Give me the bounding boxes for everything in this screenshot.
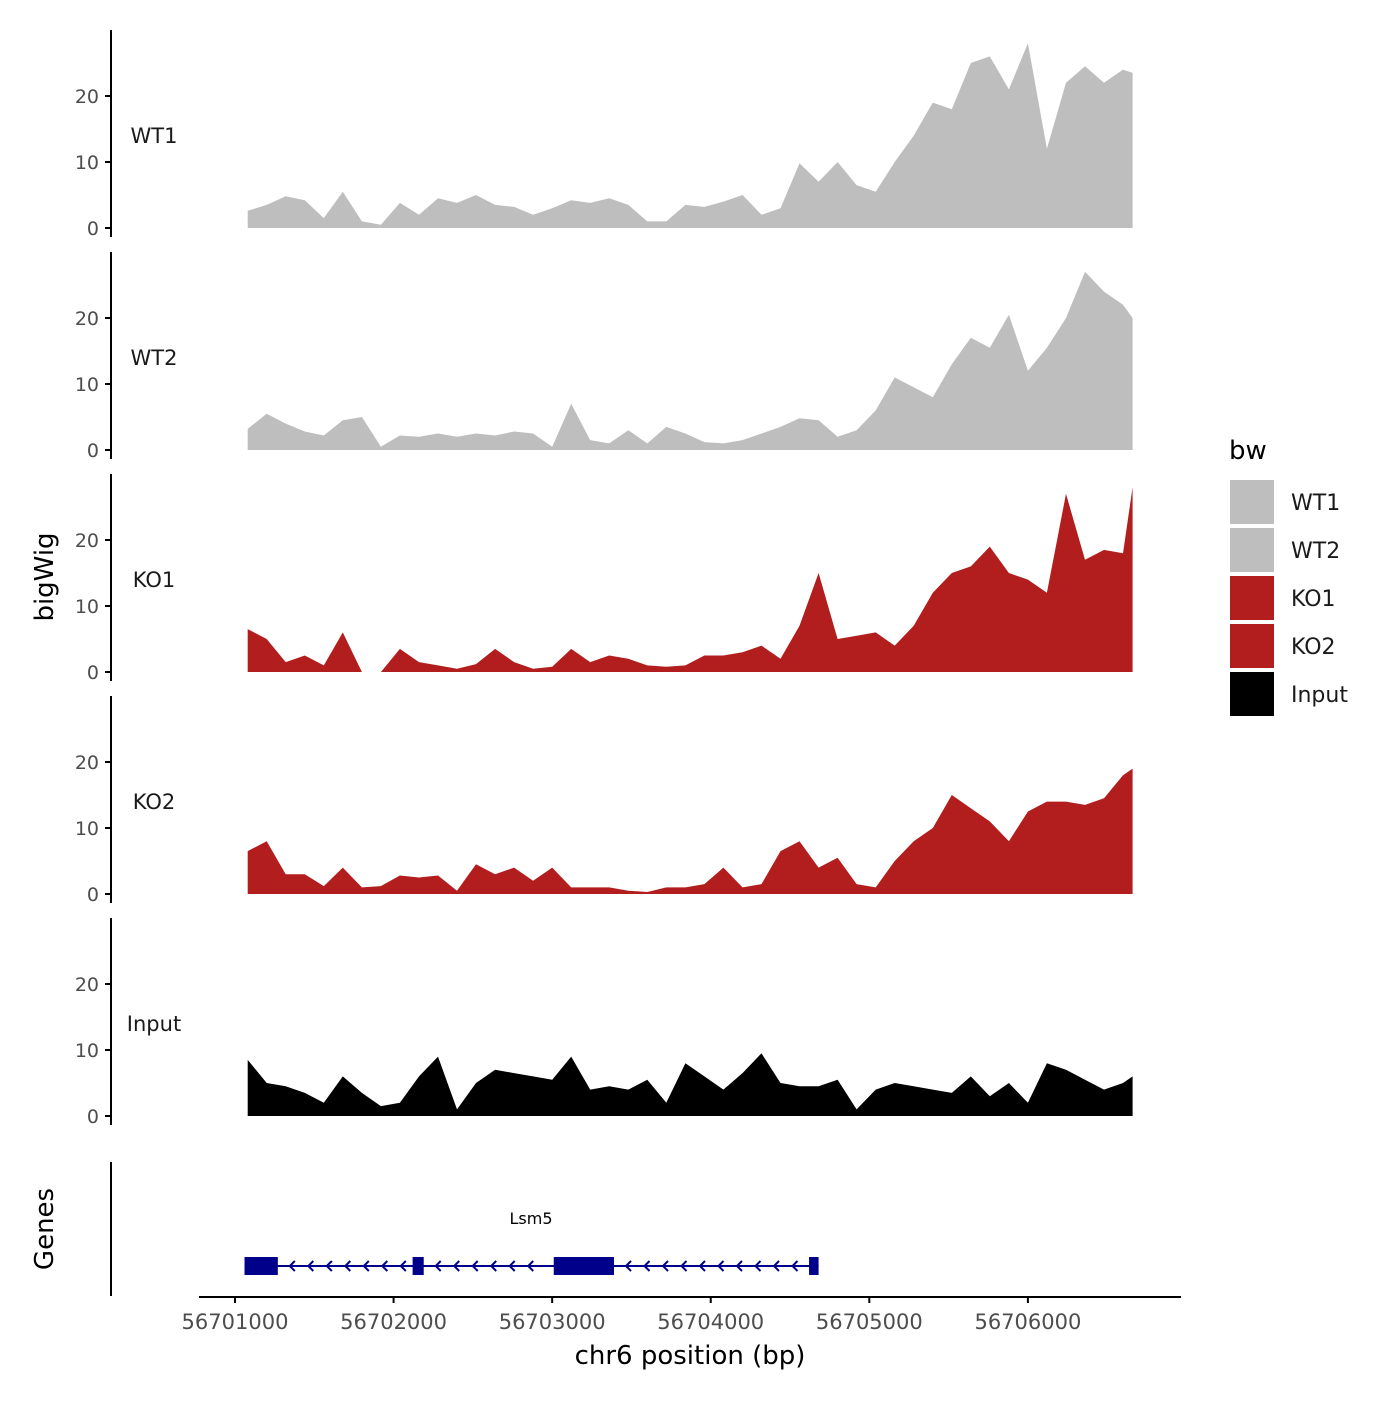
panel-input: 0 10 20 Input <box>75 918 1133 1128</box>
strand-arrow <box>471 1260 479 1272</box>
panel-label: Input <box>127 1012 181 1036</box>
strand-arrow <box>624 1260 632 1272</box>
panel-label: KO1 <box>133 568 176 592</box>
legend-items: WT1 WT2 KO1 KO2 Input <box>1230 480 1348 716</box>
strand-arrow <box>362 1260 370 1272</box>
strand-arrow <box>288 1260 296 1272</box>
bigwig-panels: 0 10 20 WT1 0 10 20 WT2 0 10 20 KO1 0 10 20 KO2 0 10 20 Inp… <box>75 30 1133 1128</box>
strand-arrow <box>772 1260 780 1272</box>
panel-ko2: 0 10 20 KO2 <box>75 696 1133 906</box>
legend-swatch-ko2 <box>1230 624 1274 668</box>
legend-label-input: Input <box>1291 683 1348 708</box>
legend-label-ko2: KO2 <box>1291 635 1336 660</box>
gene-track: Lsm5 <box>110 1162 819 1296</box>
x-tick-label: 56706000 <box>974 1310 1081 1334</box>
y-tick-label: 20 <box>75 308 99 330</box>
panel-label: WT2 <box>131 346 178 370</box>
panel-label: KO2 <box>133 790 176 814</box>
area-wt2 <box>247 271 1133 450</box>
strand-arrow <box>434 1260 442 1272</box>
y-tick-label: 20 <box>75 86 99 108</box>
strand-arrow <box>735 1260 743 1272</box>
legend-swatch-input <box>1230 672 1274 716</box>
legend-label-ko1: KO1 <box>1291 587 1336 612</box>
strand-arrow <box>399 1260 407 1272</box>
area-ko2 <box>247 768 1133 894</box>
y-tick-label: 10 <box>75 152 99 174</box>
x-tick-label: 56701000 <box>182 1310 289 1334</box>
strand-arrow <box>489 1260 497 1272</box>
legend-swatch-wt1 <box>1230 480 1274 524</box>
y-tick-label: 10 <box>75 818 99 840</box>
strand-arrow <box>380 1260 389 1272</box>
legend-label-wt2: WT2 <box>1291 539 1340 564</box>
y-tick-label: 20 <box>75 974 99 996</box>
strand-arrow <box>343 1260 352 1272</box>
x-ticks: 56701000 56702000 56703000 56704000 56705000… <box>182 1297 1081 1334</box>
strand-arrow <box>325 1260 333 1272</box>
gene-model <box>244 1257 819 1275</box>
strand-arrow <box>661 1260 669 1272</box>
gene-exon <box>553 1257 615 1275</box>
x-tick-label: 56703000 <box>499 1310 606 1334</box>
strand-arrow <box>698 1260 706 1272</box>
y-tick-label: 20 <box>75 530 99 552</box>
panel-wt1: 0 10 20 WT1 <box>75 30 1133 240</box>
legend: bw WT1 WT2 KO1 KO2 Input <box>1229 436 1348 716</box>
x-axis-title: chr6 position (bp) <box>575 1341 806 1371</box>
strand-arrow <box>508 1260 516 1272</box>
y-tick-label: 0 <box>87 1106 99 1128</box>
panel-ko1: 0 10 20 KO1 <box>75 474 1133 684</box>
panel-label: WT1 <box>131 124 178 148</box>
gene-name-label: Lsm5 <box>509 1209 552 1228</box>
legend-swatch-wt2 <box>1230 528 1274 572</box>
y-tick-label: 0 <box>87 218 99 240</box>
area-ko1 <box>247 487 1133 672</box>
x-axis: 56701000 56702000 56703000 56704000 56705000… <box>182 1296 1181 1371</box>
panel-wt2: 0 10 20 WT2 <box>75 252 1133 462</box>
strand-arrow <box>452 1260 460 1272</box>
strand-arrow <box>643 1260 651 1272</box>
y-tick-label: 0 <box>87 662 99 684</box>
gene-exon <box>412 1257 424 1275</box>
y-tick-label: 0 <box>87 884 99 906</box>
strand-arrow <box>717 1260 725 1272</box>
y-tick-label: 10 <box>75 596 99 618</box>
y-tick-label: 10 <box>75 1040 99 1062</box>
gene-exon <box>809 1257 819 1275</box>
y-tick-label: 20 <box>75 752 99 774</box>
legend-title: bw <box>1229 436 1267 466</box>
legend-swatch-ko1 <box>1230 576 1274 620</box>
y-tick-label: 10 <box>75 374 99 396</box>
strand-arrow <box>306 1260 315 1272</box>
x-tick-label: 56702000 <box>340 1310 447 1334</box>
strand-arrow <box>791 1260 799 1272</box>
gene-exon <box>244 1257 278 1275</box>
x-tick-label: 56704000 <box>657 1310 764 1334</box>
x-tick-label: 56705000 <box>816 1310 923 1334</box>
strand-arrow <box>526 1260 534 1272</box>
strand-arrow <box>680 1260 688 1272</box>
strand-arrow <box>754 1260 762 1272</box>
genes-axis-title: Genes <box>30 1188 60 1270</box>
legend-label-wt1: WT1 <box>1291 491 1340 516</box>
y-tick-label: 0 <box>87 440 99 462</box>
area-input <box>247 1053 1133 1116</box>
area-wt1 <box>247 43 1133 229</box>
y-axis-title: bigWig <box>30 532 60 621</box>
